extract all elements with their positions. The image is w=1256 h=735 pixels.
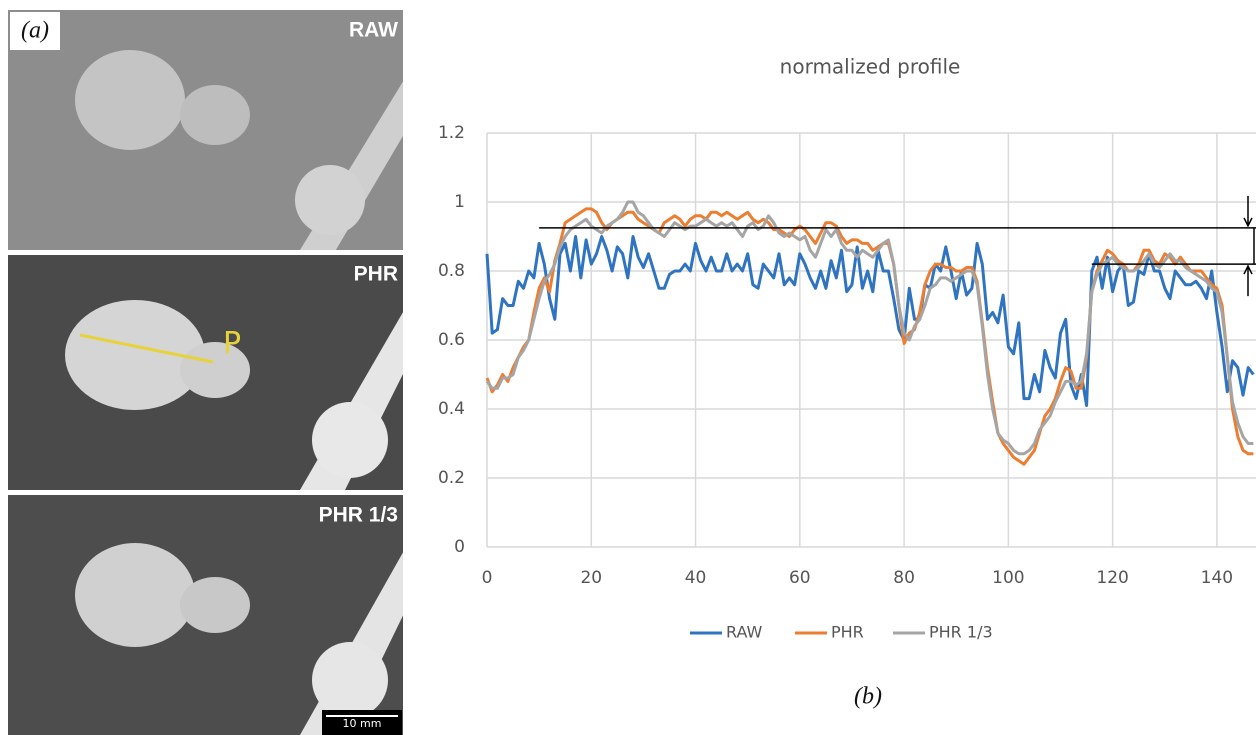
x-tick-label: 80 [893,568,915,588]
y-tick-label: 1 [454,192,465,212]
x-tick-label: 100 [992,568,1024,588]
y-tick-label: 0.8 [438,261,465,281]
image-phr-third [8,495,403,735]
series-line [485,200,1254,456]
series-line [485,207,1254,466]
y-tick-label: 0.4 [438,399,465,419]
y-tick-label: 0.2 [438,468,465,488]
x-tick-label: 0 [482,568,493,588]
series-line [485,235,1255,407]
y-tick-label: 0.6 [438,330,465,350]
arrow [1243,264,1253,297]
x-tick-label: 120 [1096,568,1128,588]
x-tick-label: 140 [1201,568,1233,588]
panel-tag: PHR [354,263,398,286]
panel-label: (b) [854,684,882,710]
panel-tag: PHR 1/3 [319,504,398,527]
legend-label: PHR [831,623,864,642]
legend-label: RAW [726,623,763,642]
panel-tag: RAW [349,19,398,42]
legend-label: PHR 1/3 [929,623,993,642]
x-tick-label: 20 [580,568,602,588]
x-tick-label: 40 [685,568,707,588]
x-tick-label: 60 [789,568,811,588]
panel-label: (a) [21,18,49,44]
y-tick-label: 1.2 [438,123,465,143]
scale-bar-label: 10 mm [343,717,382,730]
chart-title: normalized profile [780,55,961,79]
image-raw [8,10,403,250]
marker-label: P [223,327,241,362]
image-phr [8,255,403,490]
arrow [1243,195,1253,228]
y-tick-label: 0 [454,537,465,557]
